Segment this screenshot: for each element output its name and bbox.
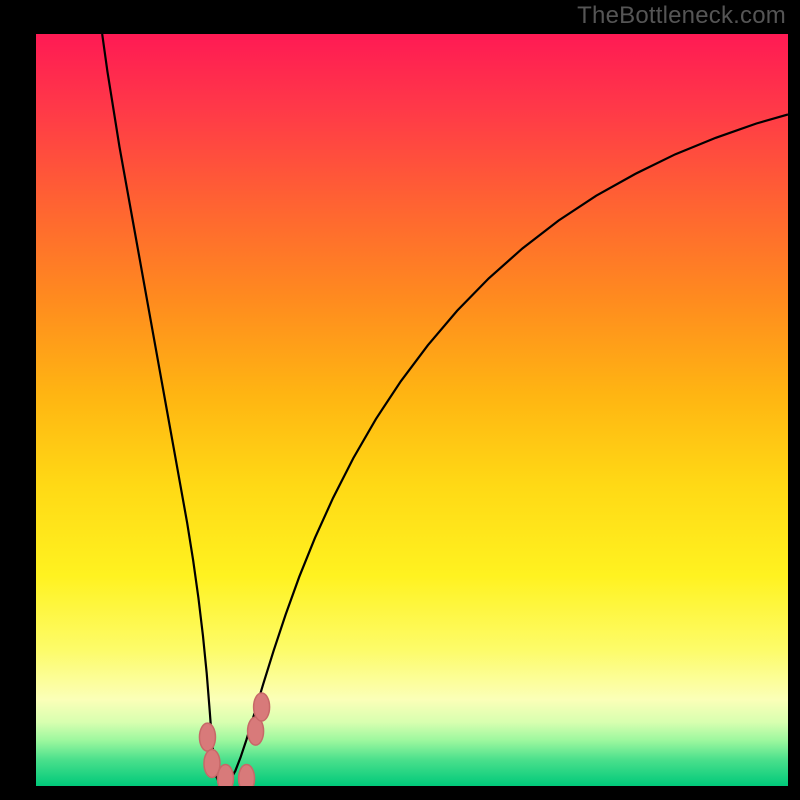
gradient-background	[36, 34, 788, 786]
watermark-text: TheBottleneck.com	[577, 2, 786, 30]
data-marker	[199, 723, 215, 751]
data-marker	[239, 764, 255, 792]
data-marker	[218, 764, 234, 792]
data-marker	[254, 693, 270, 721]
bottleneck-chart	[0, 0, 800, 800]
